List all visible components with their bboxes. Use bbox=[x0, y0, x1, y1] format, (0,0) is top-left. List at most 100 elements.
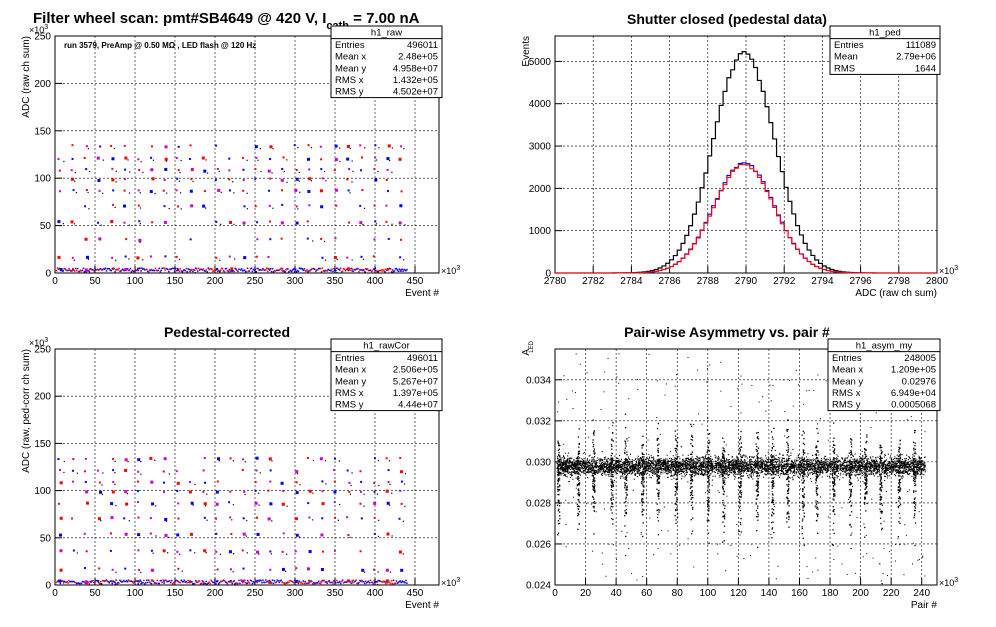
scatter-point bbox=[855, 463, 856, 464]
scatter-point bbox=[403, 553, 404, 554]
scatter-point bbox=[765, 464, 766, 465]
scatter-point bbox=[826, 458, 827, 459]
scatter-point bbox=[321, 271, 323, 273]
scatter-point bbox=[717, 460, 718, 461]
scatter-point bbox=[768, 471, 769, 472]
scatter-point bbox=[258, 493, 259, 494]
scatter-point bbox=[110, 145, 112, 147]
scatter-point bbox=[840, 469, 841, 470]
scatter-point bbox=[215, 257, 217, 259]
scatter-point bbox=[807, 453, 808, 454]
scatter-point bbox=[179, 270, 181, 272]
scatter-point bbox=[202, 156, 205, 159]
scatter-point bbox=[701, 471, 702, 472]
scatter-point bbox=[125, 256, 127, 258]
scatter-point bbox=[863, 471, 864, 472]
scatter-point bbox=[272, 268, 274, 270]
scatter-point bbox=[256, 256, 258, 258]
scatter-point bbox=[218, 583, 219, 584]
scatter-point bbox=[361, 269, 363, 271]
scatter-point bbox=[591, 461, 592, 462]
scatter-point bbox=[666, 458, 667, 459]
scatter-point bbox=[631, 466, 632, 467]
scatter-point bbox=[215, 518, 217, 520]
scatter-point bbox=[153, 553, 154, 554]
scatter-point bbox=[333, 580, 335, 582]
scatter-point bbox=[307, 190, 310, 193]
scatter-point bbox=[254, 178, 256, 180]
scatter-point bbox=[652, 460, 653, 461]
scatter-point bbox=[205, 583, 207, 585]
scatter-point bbox=[222, 268, 224, 270]
scatter-point bbox=[189, 580, 191, 582]
scatter-point bbox=[56, 270, 58, 272]
scatter-point bbox=[230, 581, 232, 583]
scatter-point bbox=[750, 462, 751, 463]
scatter-point bbox=[140, 207, 141, 208]
scatter-point bbox=[634, 468, 635, 469]
y-tick-label: 50 bbox=[40, 533, 52, 544]
scatter-point bbox=[587, 466, 588, 467]
scatter-point bbox=[143, 580, 145, 582]
scatter-point bbox=[587, 467, 588, 468]
scatter-point bbox=[839, 460, 840, 461]
scatter-point bbox=[351, 472, 352, 473]
scatter-point bbox=[274, 580, 276, 582]
scatter-point bbox=[111, 178, 114, 181]
scatter-point bbox=[589, 460, 590, 461]
scatter-point bbox=[745, 456, 746, 457]
scatter-point bbox=[830, 464, 831, 465]
scatter-point bbox=[818, 454, 819, 455]
scatter-point bbox=[254, 168, 256, 170]
scatter-point bbox=[150, 255, 152, 257]
scatter-point bbox=[778, 463, 779, 464]
scatter-point bbox=[809, 473, 810, 474]
scatter-point bbox=[197, 582, 199, 584]
scatter-point bbox=[891, 472, 892, 473]
scatter-point bbox=[321, 568, 324, 571]
scatter-point bbox=[171, 580, 173, 582]
scatter-point bbox=[688, 458, 689, 459]
scatter-point bbox=[639, 465, 640, 466]
scatter-point bbox=[804, 468, 805, 469]
scatter-point bbox=[645, 459, 646, 460]
stats-key: RMS bbox=[834, 63, 855, 74]
scatter-point bbox=[102, 193, 103, 194]
scatter-point bbox=[177, 502, 179, 504]
scatter-point bbox=[59, 170, 61, 172]
scatter-point bbox=[378, 536, 379, 537]
scatter-point bbox=[125, 458, 128, 461]
scatter-point bbox=[87, 192, 88, 193]
scatter-point bbox=[205, 207, 206, 208]
scatter-point bbox=[312, 493, 313, 494]
scatter-point bbox=[399, 457, 401, 459]
scatter-point bbox=[654, 472, 655, 473]
y-tick-label: 5000 bbox=[529, 57, 552, 68]
scatter-point bbox=[127, 493, 128, 494]
scatter-point bbox=[362, 224, 363, 225]
scatter-point bbox=[348, 491, 350, 493]
scatter-point bbox=[715, 461, 716, 462]
scatter-point bbox=[138, 189, 140, 191]
scatter-point bbox=[912, 471, 913, 472]
scatter-point bbox=[348, 222, 350, 224]
y-tick-label: 150 bbox=[34, 439, 51, 450]
scatter-point bbox=[282, 490, 284, 492]
scatter-point bbox=[110, 532, 112, 534]
scatter-point bbox=[308, 168, 310, 170]
scatter-point bbox=[124, 145, 126, 147]
scatter-point bbox=[364, 147, 365, 148]
scatter-point bbox=[110, 502, 113, 505]
scatter-point bbox=[326, 581, 328, 583]
scatter-point bbox=[137, 533, 140, 536]
scatter-point bbox=[387, 502, 390, 505]
scatter-point bbox=[399, 204, 402, 207]
scatter-point bbox=[58, 503, 60, 505]
scatter-point bbox=[406, 269, 408, 271]
x-tick-label: 80 bbox=[672, 588, 684, 599]
scatter-point bbox=[109, 268, 111, 270]
scatter-point bbox=[859, 458, 860, 459]
scatter-point bbox=[365, 272, 366, 273]
scatter-point bbox=[219, 260, 220, 261]
scatter-point bbox=[597, 466, 598, 467]
